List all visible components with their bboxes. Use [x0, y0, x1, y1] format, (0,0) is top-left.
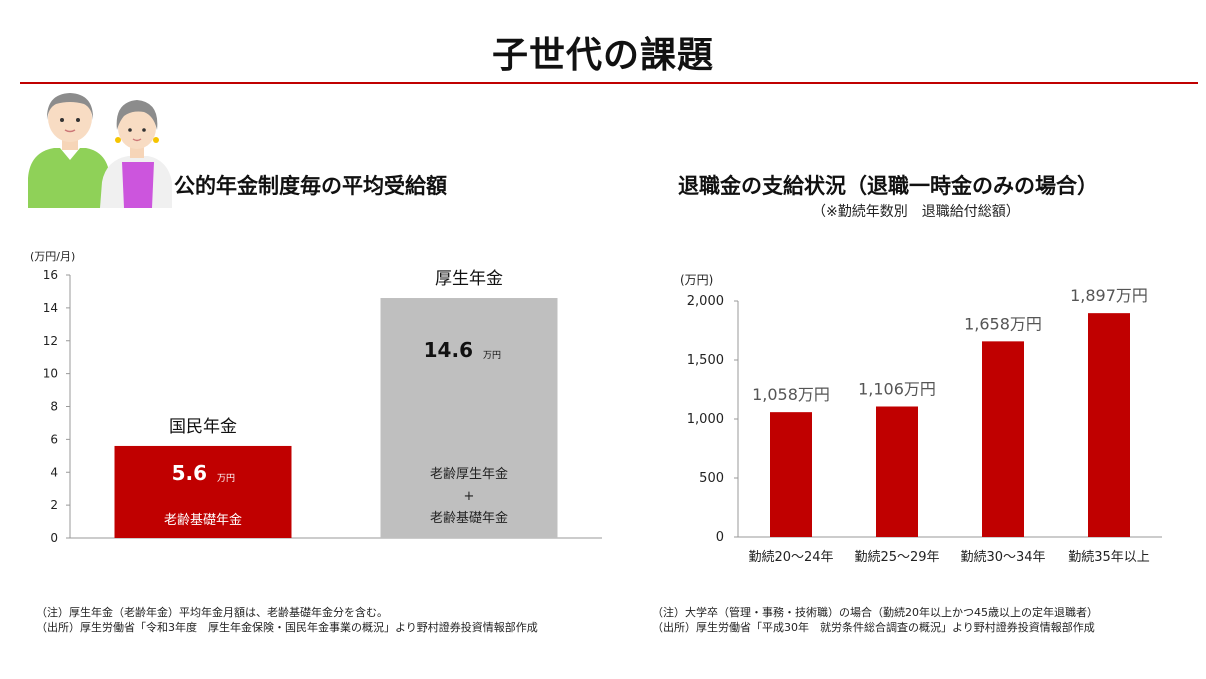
- left-note-line: （注）厚生年金（老齢年金）平均年金月額は、老齢基礎年金分を含む。: [36, 606, 388, 619]
- right-note-line: （注）大学卒（管理・事務・技術職）の場合（勤続20年以上かつ45歳以上の定年退職…: [652, 606, 1098, 619]
- left-bar: [380, 298, 558, 538]
- right-note-line: （出所）厚生労働省「平成30年 就労条件総合調査の概況」より野村證券投資情報部作…: [652, 621, 1095, 634]
- elderly-man-figure: [28, 93, 110, 208]
- right-bar: [876, 406, 918, 537]
- left-category-label: 国民年金: [169, 417, 237, 437]
- right-value-label: 1,658万円: [964, 314, 1042, 333]
- left-y-tick-label: 2: [50, 498, 58, 512]
- right-y-tick-label: 2,000: [687, 294, 724, 309]
- left-y-tick-label: 4: [50, 465, 58, 479]
- right-y-tick-label: 0: [716, 530, 724, 545]
- left-bar-inner-label: 老齢厚生年金: [430, 466, 508, 482]
- left-value-label: 14.6: [424, 338, 473, 362]
- elderly-couple-illustration: [28, 93, 172, 208]
- left-category-label: 厚生年金: [435, 269, 503, 289]
- right-value-label: 1,106万円: [858, 379, 936, 398]
- right-bar: [982, 341, 1024, 537]
- left-notes: （注）厚生年金（老齢年金）平均年金月額は、老齢基礎年金分を含む。 （出所）厚生労…: [36, 605, 538, 635]
- right-category-label: 勤続25～29年: [854, 550, 939, 565]
- left-y-tick-label: 6: [50, 432, 58, 446]
- title-divider: [20, 82, 1198, 84]
- right-value-label: 1,058万円: [752, 385, 830, 404]
- right-category-label: 勤続30～34年: [960, 550, 1045, 565]
- right-bar: [1088, 313, 1130, 537]
- right-bar: [770, 412, 812, 537]
- left-y-tick-label: 12: [43, 334, 58, 348]
- right-chart-title: 退職金の支給状況（退職一時金のみの場合）: [678, 174, 1098, 198]
- right-y-tick-label: 1,000: [687, 412, 724, 427]
- right-y-tick-label: 500: [699, 471, 724, 486]
- left-value-label: 5.6: [172, 461, 207, 485]
- right-notes: （注）大学卒（管理・事務・技術職）の場合（勤続20年以上かつ45歳以上の定年退職…: [652, 605, 1098, 635]
- right-category-label: 勤続20～24年: [748, 550, 833, 565]
- left-bar-inner-label: 老齢基礎年金: [164, 512, 242, 528]
- left-y-tick-label: 14: [43, 301, 58, 315]
- right-chart-subtitle: （※勤続年数別 退職給付総額）: [812, 204, 1020, 220]
- left-value-unit: 万円: [483, 350, 501, 361]
- page-title: 子世代の課題: [491, 35, 714, 76]
- right-y-tick-label: 1,500: [687, 353, 724, 368]
- left-note-line: （出所）厚生労働省「令和3年度 厚生年金保険・国民年金事業の概況」より野村證券投…: [36, 621, 538, 634]
- left-bar: [114, 445, 292, 538]
- left-y-tick-label: 8: [50, 400, 58, 414]
- retirement-bar-chart: (万円) 0 500 1,000 1,500 2,000 1,058万円勤続20～24年…: [680, 273, 1162, 565]
- left-chart-title: 公的年金制度毎の平均受給額: [174, 174, 447, 198]
- left-y-unit-label: (万円/月): [30, 250, 75, 263]
- left-value-unit: 万円: [217, 473, 235, 484]
- right-value-label: 1,897万円: [1070, 286, 1148, 305]
- right-category-label: 勤続35年以上: [1068, 550, 1150, 565]
- left-y-tick-label: 16: [43, 268, 58, 282]
- left-y-tick-label: 10: [43, 367, 58, 381]
- left-y-tick-label: 0: [50, 531, 58, 545]
- elderly-woman-figure: [100, 100, 172, 208]
- left-bar-inner-label: 老齢基礎年金: [430, 510, 508, 526]
- right-y-unit-label: (万円): [680, 273, 713, 287]
- left-bar-inner-label: +: [464, 489, 475, 504]
